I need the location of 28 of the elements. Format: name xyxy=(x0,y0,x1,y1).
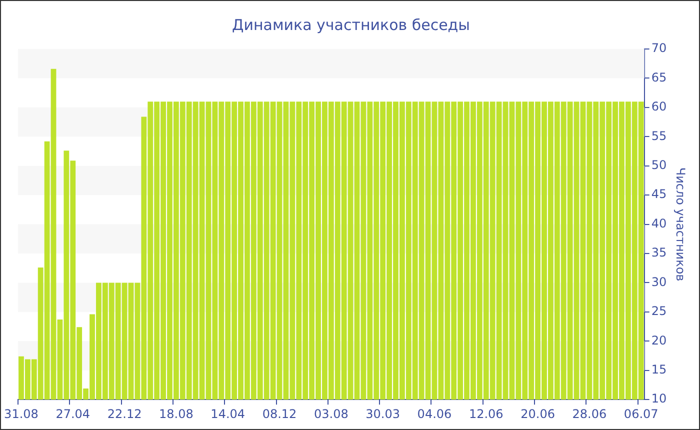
x-tick-label: 31.08 xyxy=(4,406,38,421)
y-tick-label: 70 xyxy=(651,41,667,56)
x-tick-label: 06.07 xyxy=(624,406,658,421)
chart-title: Динамика участников беседы xyxy=(232,16,470,34)
y-tick-label: 45 xyxy=(651,187,667,202)
y-tick-label: 40 xyxy=(651,216,667,230)
x-tick-label: 04.06 xyxy=(417,406,452,421)
y-tick-label: 60 xyxy=(651,100,667,114)
y-tick-label: 65 xyxy=(651,70,667,84)
y-tick-label: 10 xyxy=(651,392,667,406)
x-tick-label: 14.04 xyxy=(210,406,246,421)
x-tick-label: 12.06 xyxy=(468,406,504,421)
y-tick-label: 35 xyxy=(651,246,667,260)
y-tick-label: 20 xyxy=(651,333,667,348)
y-tick-label: 55 xyxy=(651,128,667,143)
x-tick-label: 28.06 xyxy=(572,406,607,421)
x-tick-label: 18.08 xyxy=(159,406,194,421)
y-tick-label: 30 xyxy=(651,274,667,289)
x-tick-label: 22.12 xyxy=(107,406,142,421)
x-tick-label: 30.03 xyxy=(366,406,400,421)
x-tick-label: 20.06 xyxy=(520,406,555,421)
y-axis-title: Число участников xyxy=(674,167,688,282)
x-tick-label: 03.08 xyxy=(314,406,348,421)
x-tick-label: 27.04 xyxy=(56,406,90,421)
y-tick-label: 15 xyxy=(651,362,667,377)
x-tick-label: 08.12 xyxy=(262,406,297,421)
y-tick-label: 50 xyxy=(651,158,667,172)
y-tick-label: 25 xyxy=(651,304,667,318)
